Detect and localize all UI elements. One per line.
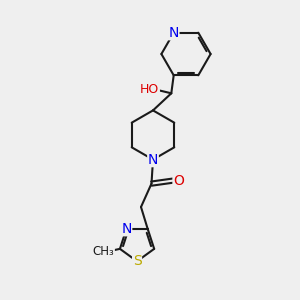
Text: CH₃: CH₃ — [93, 245, 114, 258]
Text: N: N — [169, 26, 179, 40]
Text: O: O — [173, 174, 184, 188]
Text: HO: HO — [140, 83, 159, 96]
Text: S: S — [133, 254, 141, 268]
Text: N: N — [121, 222, 132, 236]
Text: N: N — [148, 153, 158, 166]
